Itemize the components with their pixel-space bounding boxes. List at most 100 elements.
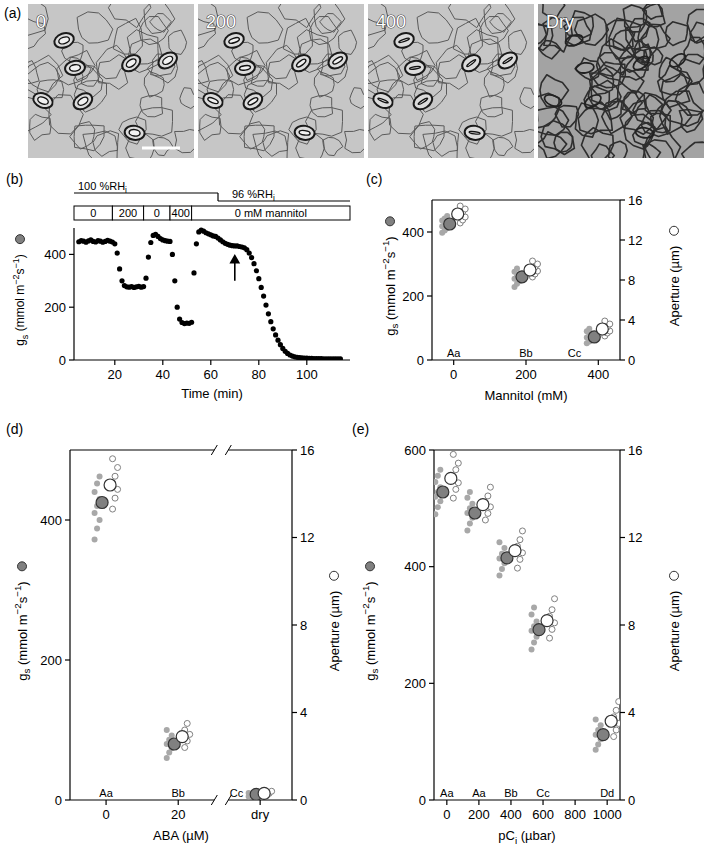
x-tick [510, 800, 511, 805]
cell-wall [28, 4, 48, 37]
data-point [189, 320, 194, 325]
y-axis [69, 450, 70, 800]
label-part: −1 [12, 586, 23, 597]
cell-wall [200, 114, 221, 140]
guard-cells [124, 124, 146, 141]
label-part: (mmol m [363, 614, 378, 668]
stoma [289, 51, 313, 74]
individual-point [97, 517, 103, 523]
individual-point [464, 495, 470, 501]
cell-wall [677, 55, 704, 85]
individual-point [110, 506, 116, 512]
pore [469, 131, 480, 135]
label-part: i [125, 186, 127, 195]
rh-line [218, 200, 350, 201]
mean-point [452, 208, 464, 220]
cell-wall [119, 117, 146, 144]
data-point [175, 305, 180, 310]
stoma [31, 90, 55, 110]
panel-letter: (c) [366, 171, 382, 187]
data-point [268, 319, 273, 324]
individual-point [184, 720, 190, 726]
y-tick-label: 0 [417, 353, 424, 368]
label-part: −1 [11, 258, 21, 268]
individual-point [517, 556, 523, 562]
y2-tick [292, 712, 297, 713]
plot-area [439, 203, 613, 346]
cell-wall [417, 12, 453, 43]
stoma [464, 124, 486, 141]
y2-tick-label: 12 [300, 530, 314, 545]
individual-point [182, 745, 188, 751]
cell-wall [263, 131, 289, 157]
label-part: −2 [12, 603, 23, 614]
individual-point [593, 717, 599, 723]
individual-point [464, 528, 470, 534]
data-point [263, 302, 268, 307]
micrograph [368, 4, 534, 158]
individual-point [595, 742, 601, 748]
label-part: −2 [11, 274, 21, 284]
y-tick-label: 400 [402, 225, 424, 240]
label-part: ) [363, 581, 378, 585]
micrograph-ground [538, 4, 704, 158]
axis-title-group: Aperture (µm) [667, 226, 682, 326]
pore [247, 97, 259, 107]
data-point [115, 250, 120, 255]
guard-cells [64, 60, 86, 77]
individual-point [549, 607, 555, 613]
guard-cells [575, 62, 594, 74]
pore [409, 66, 420, 70]
individual-point [467, 521, 473, 527]
cell-wall [539, 41, 561, 59]
pore [161, 55, 174, 66]
y-tick [65, 519, 70, 520]
mannitol-label: 0 mM mannitol [235, 207, 307, 219]
x-tick [446, 800, 447, 805]
pore [228, 37, 240, 45]
individual-point [92, 537, 98, 543]
guard-cells [583, 92, 604, 110]
axis-title: Aperture (µm) [667, 591, 682, 671]
cell-wall [70, 122, 95, 150]
axis-break [211, 445, 217, 455]
cell-wall [540, 75, 569, 107]
cell-wall [484, 4, 515, 34]
cell-wall [289, 117, 316, 144]
guard-cells [631, 54, 651, 73]
individual-point [115, 465, 121, 471]
x-tick [260, 800, 261, 805]
cell-wall [590, 68, 614, 94]
cell-wall [682, 142, 704, 158]
data-point [273, 332, 278, 337]
y-tick-label: 0 [55, 793, 62, 808]
individual-point [450, 451, 456, 457]
individual-point [112, 473, 118, 479]
mean-point [445, 472, 457, 484]
y-tick-label: 200 [404, 676, 426, 691]
y-tick [427, 231, 432, 232]
guard-cells [459, 51, 483, 74]
data-point [112, 241, 117, 246]
individual-point [467, 489, 473, 495]
individual-point [437, 467, 443, 473]
y2-tick [620, 359, 625, 360]
guard-cells [119, 51, 143, 74]
individual-point [529, 612, 535, 618]
axis-title-group: gs (mmol m−2s−1) [360, 562, 380, 681]
mean-point [597, 729, 609, 741]
guard-cells [71, 90, 95, 112]
axis-title: gs (mmol m−2s−1) [380, 236, 400, 335]
x-tick-label: 1000 [593, 807, 622, 822]
guard-cells [234, 60, 256, 77]
plot-area [92, 456, 275, 800]
individual-point [530, 258, 536, 264]
guard-cells [156, 49, 180, 72]
stoma [64, 60, 86, 77]
data-point [266, 311, 271, 316]
individual-point [501, 545, 507, 551]
data-point [254, 268, 259, 273]
group-letter: Aa [447, 347, 461, 359]
group-letter: Cc [536, 787, 550, 799]
cell-wall [609, 18, 641, 59]
